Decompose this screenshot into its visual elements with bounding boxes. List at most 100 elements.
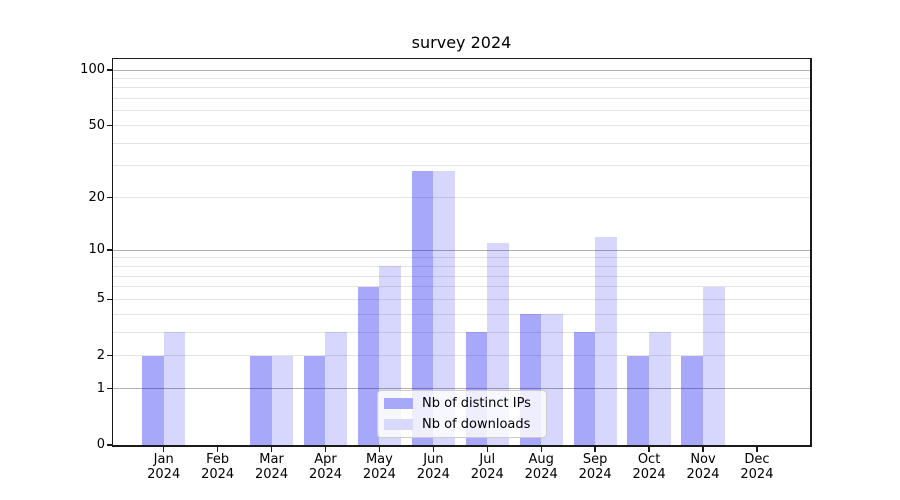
x-tick-month: Oct [637, 452, 661, 467]
y-tick-label: 2 [96, 347, 105, 363]
bar-ips-apr [303, 355, 326, 445]
x-tick-label: Sep 2024 [555, 452, 635, 482]
y-tick-mark [106, 69, 112, 71]
legend-item-downloads: Nb of downloads [384, 416, 546, 434]
major-gridline [113, 388, 810, 390]
bar-ips-mar [249, 355, 272, 445]
x-tick-label: Nov 2024 [663, 452, 743, 482]
x-tick-mark [324, 446, 327, 452]
minor-gridline [113, 313, 810, 315]
minor-gridline [113, 98, 810, 100]
x-tick-year: 2024 [201, 467, 235, 482]
x-tick-label: Oct 2024 [609, 452, 689, 482]
bar-downloads-oct [649, 332, 671, 445]
x-tick-month: Jan [153, 452, 174, 467]
x-tick-mark [486, 446, 488, 452]
x-tick-month: May [365, 452, 393, 467]
x-tick-month: Aug [528, 452, 554, 467]
x-tick-year: 2024 [362, 467, 396, 482]
bar-ips-sep [573, 332, 596, 445]
y-tick-label: 20 [88, 189, 105, 205]
x-tick-mark [702, 446, 704, 452]
bar-downloads-mar [271, 355, 294, 445]
bar-ips-nov [681, 355, 703, 445]
minor-gridline [113, 142, 810, 144]
x-tick-mark [270, 446, 273, 452]
x-tick-year: 2024 [686, 467, 720, 482]
x-tick-year: 2024 [578, 467, 612, 482]
x-tick-year: 2024 [524, 467, 558, 482]
y-tick-label: 50 [88, 117, 105, 133]
chart-title: survey 2024 [411, 33, 512, 52]
x-tick-month: Jun [423, 452, 444, 467]
x-tick-month: Jul [479, 452, 496, 467]
bar-downloads-jan [163, 332, 186, 445]
legend-label-downloads: Nb of downloads [422, 417, 531, 432]
x-tick-month: Mar [259, 452, 284, 467]
y-tick-label: 1 [96, 380, 105, 396]
bar-ips-jun [411, 171, 434, 445]
x-tick-year: 2024 [740, 467, 774, 482]
x-tick-label: May 2024 [339, 452, 419, 482]
bar-downloads-sep [595, 236, 617, 445]
y-tick-label: 0 [96, 437, 105, 452]
x-tick-mark [594, 446, 596, 452]
x-tick-year: 2024 [255, 467, 289, 482]
minor-gridline [113, 286, 810, 288]
bar-ips-jan [142, 355, 164, 445]
top-spine [111, 57, 812, 59]
y-tick-mark [106, 444, 112, 446]
minor-gridline [113, 87, 810, 89]
x-tick-mark [648, 446, 650, 452]
x-tick-label: Jun 2024 [393, 452, 473, 482]
minor-gridline [113, 165, 810, 167]
x-tick-mark [216, 446, 219, 452]
legend-swatch-downloads [384, 419, 413, 430]
x-tick-mark [432, 446, 435, 452]
minor-gridline [113, 331, 810, 333]
bar-ips-may [357, 286, 380, 445]
minor-gridline [113, 298, 810, 300]
x-tick-year: 2024 [632, 467, 666, 482]
x-tick-month: Sep [582, 452, 608, 467]
minor-gridline [113, 355, 810, 357]
legend-swatch-distinct-ips [384, 398, 413, 409]
x-tick-mark [378, 446, 381, 452]
bar-downloads-nov [703, 286, 725, 445]
x-tick-label: Jan 2024 [124, 452, 204, 482]
minor-gridline [113, 125, 810, 127]
bottom-spine [111, 445, 812, 447]
y-tick-mark [106, 298, 112, 301]
x-tick-mark [756, 446, 758, 452]
minor-gridline [113, 77, 810, 79]
x-tick-label: Aug 2024 [501, 452, 581, 482]
x-tick-mark [540, 446, 542, 452]
legend-label-distinct-ips: Nb of distinct IPs [422, 396, 531, 411]
x-tick-label: Dec 2024 [717, 452, 797, 482]
y-tick-mark [106, 196, 112, 199]
y-tick-mark [106, 124, 112, 127]
x-tick-year: 2024 [470, 467, 504, 482]
x-tick-label: Jul 2024 [447, 452, 527, 482]
y-tick-label: 5 [96, 291, 105, 307]
x-tick-label: Apr 2024 [285, 452, 365, 482]
bar-downloads-apr [325, 332, 348, 445]
bar-downloads-jun [433, 171, 455, 445]
x-tick-month: Dec [744, 452, 770, 467]
legend-item-distinct-ips: Nb of distinct IPs [384, 395, 546, 413]
x-tick-label: Feb 2024 [178, 452, 258, 482]
right-spine [810, 57, 812, 447]
major-gridline [113, 69, 810, 71]
x-tick-label: Mar 2024 [232, 452, 312, 482]
bar-ips-oct [627, 355, 650, 445]
y-tick-label: 10 [88, 242, 105, 258]
x-tick-year: 2024 [416, 467, 450, 482]
y-tick-mark [106, 249, 112, 251]
x-tick-month: Apr [314, 452, 337, 467]
minor-gridline [113, 275, 810, 277]
x-tick-month: Nov [690, 452, 716, 467]
minor-gridline [113, 110, 810, 112]
x-tick-month: Feb [206, 452, 230, 467]
major-gridline [113, 249, 810, 251]
